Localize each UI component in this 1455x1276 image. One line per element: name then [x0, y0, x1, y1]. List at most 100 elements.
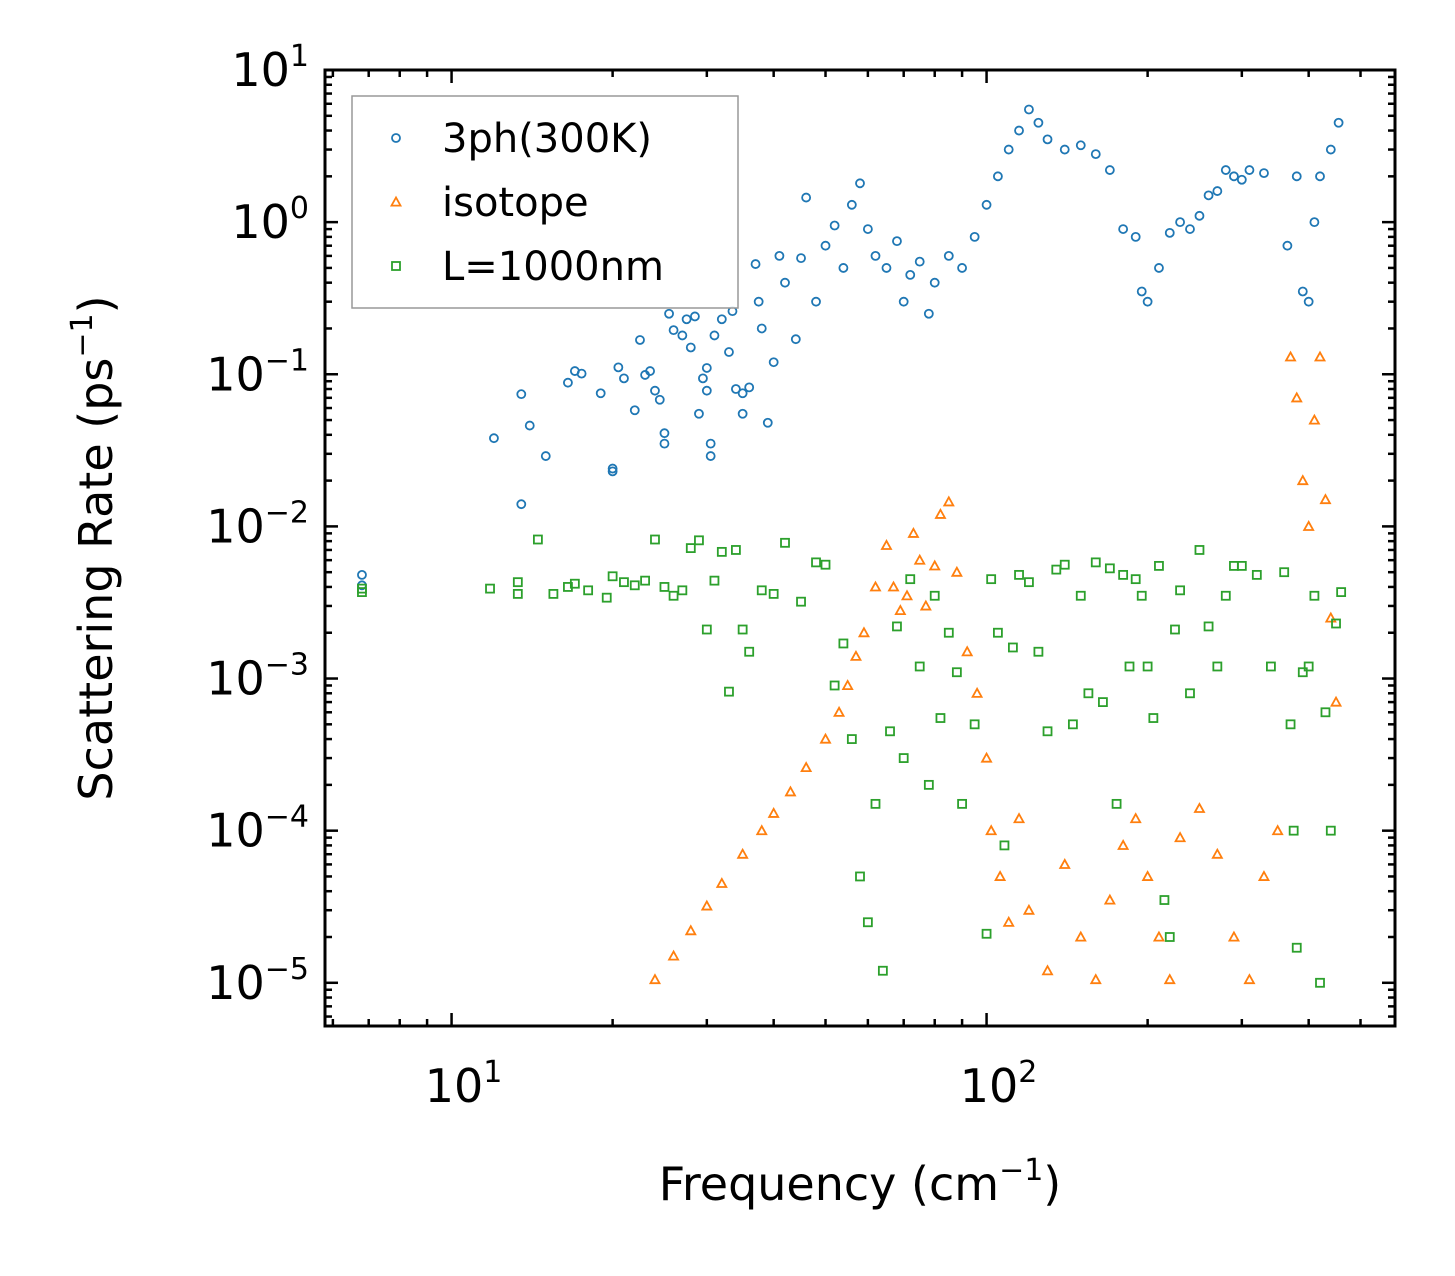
y-tick-label: 10−5: [206, 952, 309, 1010]
data-point: [1154, 560, 1164, 571]
data-point: [607, 463, 618, 474]
data-point: [629, 405, 640, 416]
x-axis-title: Frequency (cm−1): [659, 1153, 1062, 1211]
data-point: [951, 667, 962, 678]
data-point: [654, 394, 665, 405]
data-point: [829, 220, 840, 231]
data-point: [846, 199, 857, 210]
data-point: [969, 231, 980, 242]
data-point: [880, 539, 893, 550]
data-point: [736, 847, 749, 859]
data-point: [985, 824, 998, 836]
data-point: [905, 574, 916, 585]
data-point: [744, 646, 755, 657]
data-point: [1324, 611, 1337, 623]
data-point: [1164, 227, 1175, 238]
data-point: [986, 574, 997, 585]
data-point: [1236, 560, 1247, 571]
data-point: [905, 269, 916, 280]
data-point: [943, 250, 954, 261]
data-point: [700, 899, 713, 911]
data-point: [811, 296, 821, 307]
y-axis-title-main: Scattering Rate (ps: [69, 358, 123, 801]
data-point: [999, 840, 1010, 851]
data-point: [885, 726, 895, 737]
legend-marker: [389, 195, 403, 207]
data-point: [701, 385, 712, 396]
data-point: [357, 569, 367, 580]
data-point: [780, 537, 790, 548]
data-markers: [357, 104, 1347, 988]
data-point: [1170, 624, 1180, 635]
legend-marker: [391, 261, 401, 271]
data-point: [1024, 104, 1034, 115]
data-point: [1067, 719, 1078, 730]
data-point: [648, 973, 662, 985]
data-point: [1336, 587, 1347, 597]
data-point: [993, 171, 1003, 182]
data-point: [629, 580, 640, 591]
data-point: [1257, 870, 1271, 881]
x-tick-label: 102: [960, 1055, 1038, 1113]
y-tick-label: 10−1: [206, 343, 309, 401]
y-tick-label: 10−3: [206, 648, 309, 706]
data-point: [887, 580, 900, 592]
data-point: [1212, 186, 1223, 196]
data-point: [957, 798, 967, 809]
data-point: [668, 325, 679, 336]
data-point: [1003, 144, 1014, 155]
data-point: [1297, 667, 1308, 678]
data-point: [768, 588, 779, 599]
data-point: [737, 624, 748, 635]
data-point: [914, 661, 925, 672]
data-point: [753, 296, 764, 307]
data-point: [1058, 858, 1071, 869]
data-point: [698, 373, 708, 384]
data-point: [540, 451, 551, 461]
data-point: [1185, 688, 1195, 699]
data-point: [950, 565, 963, 577]
data-point: [724, 686, 734, 697]
data-point: [1291, 942, 1302, 953]
data-point: [1175, 217, 1185, 228]
data-point: [1104, 165, 1115, 175]
data-point: [716, 546, 727, 557]
data-point: [833, 705, 846, 717]
data-point: [1117, 839, 1130, 850]
data-point: [929, 590, 940, 601]
data-point: [1142, 661, 1153, 672]
data-point: [750, 259, 761, 269]
data-point: [1302, 520, 1315, 531]
data-point: [1042, 134, 1053, 145]
data-point: [1075, 590, 1086, 601]
legend-label: L=1000nm: [442, 244, 664, 290]
data-point: [1014, 569, 1024, 580]
data-point: [1033, 117, 1044, 128]
data-point: [664, 308, 674, 319]
x-axis-title-main: Frequency (cm: [659, 1157, 999, 1211]
data-point: [1203, 621, 1214, 632]
data-point: [1175, 585, 1185, 596]
data-point: [1024, 577, 1034, 588]
data-point: [744, 382, 755, 393]
y-tick-label: 10−4: [206, 800, 309, 858]
data-point: [1259, 168, 1269, 179]
data-point: [1251, 569, 1262, 580]
data-point: [892, 236, 902, 247]
data-point: [357, 583, 367, 594]
data-point: [846, 734, 857, 744]
data-point: [981, 199, 992, 210]
tick-labels: 101 102 101 100 10−1 10−2 10−3 10−4 10−5: [206, 39, 1037, 1113]
data-point: [1142, 296, 1153, 307]
data-point: [1136, 286, 1147, 297]
data-point: [841, 679, 854, 690]
data-point: [1103, 893, 1116, 905]
data-point: [715, 877, 728, 888]
data-point: [701, 624, 712, 635]
data-point: [1059, 559, 1070, 570]
data-point: [870, 250, 881, 261]
data-point: [548, 588, 559, 599]
data-point: [1297, 286, 1308, 297]
data-point: [907, 527, 920, 538]
data-point: [961, 645, 974, 657]
